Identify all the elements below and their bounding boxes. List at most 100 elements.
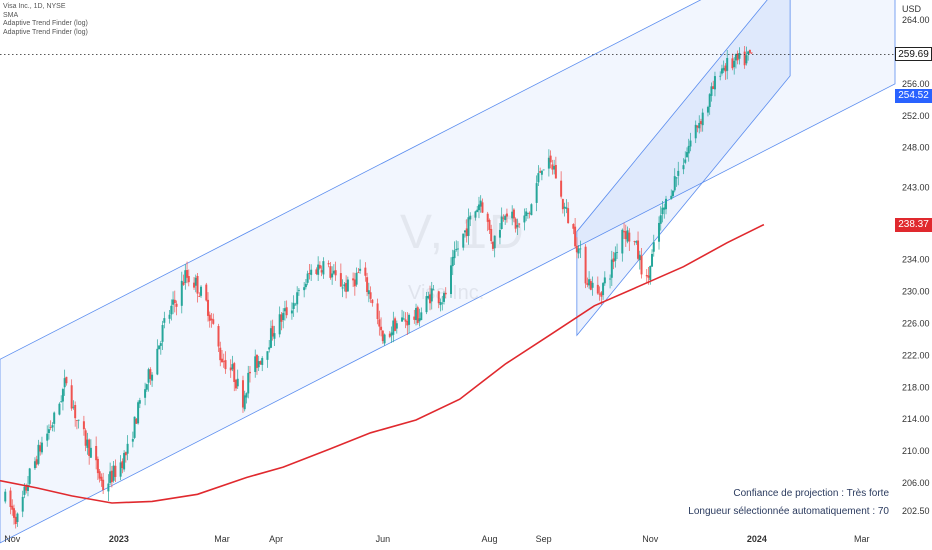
candle [47,424,50,440]
candle [748,49,751,55]
y-tick-label: 234.00 [902,255,930,265]
candle [364,262,367,282]
candle [652,234,655,257]
candle [663,203,666,219]
candle [490,224,493,245]
candle [77,419,80,429]
trend-channels [0,0,896,544]
candle [271,319,274,341]
candle [645,268,648,284]
candle [738,47,741,65]
candle [526,212,529,219]
candle [710,82,713,102]
candle [724,63,727,80]
candle [248,366,251,383]
candle [750,52,753,55]
candle [467,208,470,245]
candle [339,263,342,287]
candle [341,279,344,298]
candle [416,305,419,325]
candle [462,233,465,251]
candle [254,349,257,378]
candle [596,276,599,295]
candle [689,132,692,152]
candle [296,286,299,313]
candle [147,367,150,392]
candle [346,276,349,292]
candle [500,207,503,230]
candle [598,286,601,301]
candle [285,300,288,319]
candle [491,241,494,251]
candle [343,282,346,292]
candle [687,138,690,162]
y-tick-label: 214.00 [902,414,930,424]
candle [565,199,568,214]
candle [637,231,640,261]
channel-long [0,0,896,544]
candle [539,167,542,174]
candle [638,250,641,270]
candle [449,257,452,298]
candle [126,435,129,461]
candle [401,309,404,322]
candle [610,250,613,286]
candle [329,261,332,280]
candle [516,218,519,236]
sma-price-tag: 238.37 [895,217,932,232]
candle [670,189,673,200]
candle [233,361,236,392]
candle [366,272,369,297]
candle [98,469,101,483]
legend-indicator-sma[interactable]: SMA [3,11,19,19]
candle [352,272,355,287]
legend-symbol[interactable]: Visa Inc., 1D, NYSE [3,3,66,10]
candle [612,251,615,270]
candle [229,359,232,378]
candle [175,300,178,316]
candle [39,441,42,456]
legend-indicator-trend-1[interactable]: Adaptive Trend Finder (log) [3,20,88,27]
candle [21,490,24,518]
candle [196,273,199,303]
candle [415,303,418,326]
candle [121,458,124,474]
y-tick-label: 252.00 [902,111,930,121]
candle [390,326,393,343]
candle [722,60,725,74]
candle [359,259,362,274]
currency-label[interactable]: USD [902,4,922,14]
candle [418,308,421,327]
candle [72,400,75,410]
candle [736,50,739,65]
candle [701,108,704,132]
candle [713,71,716,97]
candle [131,431,134,448]
candle [114,459,117,482]
candle [172,291,175,315]
candle [37,439,40,466]
candle [456,241,459,257]
candle [182,274,185,286]
candle [259,360,262,366]
candle [158,345,161,350]
y-tick-label: 202.50 [902,506,930,516]
candle [734,53,737,69]
last-price-tag: 259.69 [895,47,932,62]
x-tick-label: Aug [481,534,497,544]
time-axis[interactable]: Nov 2023 Mar Apr Jun Aug Sep Nov 2024 Mar [4,534,869,544]
candle [488,218,491,234]
y-tick-label: 264.00 [902,15,930,25]
y-tick-label: 218.00 [902,382,930,392]
candle [523,208,526,231]
candle [640,247,643,279]
candle [14,510,17,529]
legend-indicator-trend-2[interactable]: Adaptive Trend Finder (log) [3,28,88,36]
candle [603,271,606,286]
candle [743,45,746,69]
candle [205,282,208,302]
candle [441,295,444,311]
candle [628,228,631,251]
candle [591,276,594,296]
